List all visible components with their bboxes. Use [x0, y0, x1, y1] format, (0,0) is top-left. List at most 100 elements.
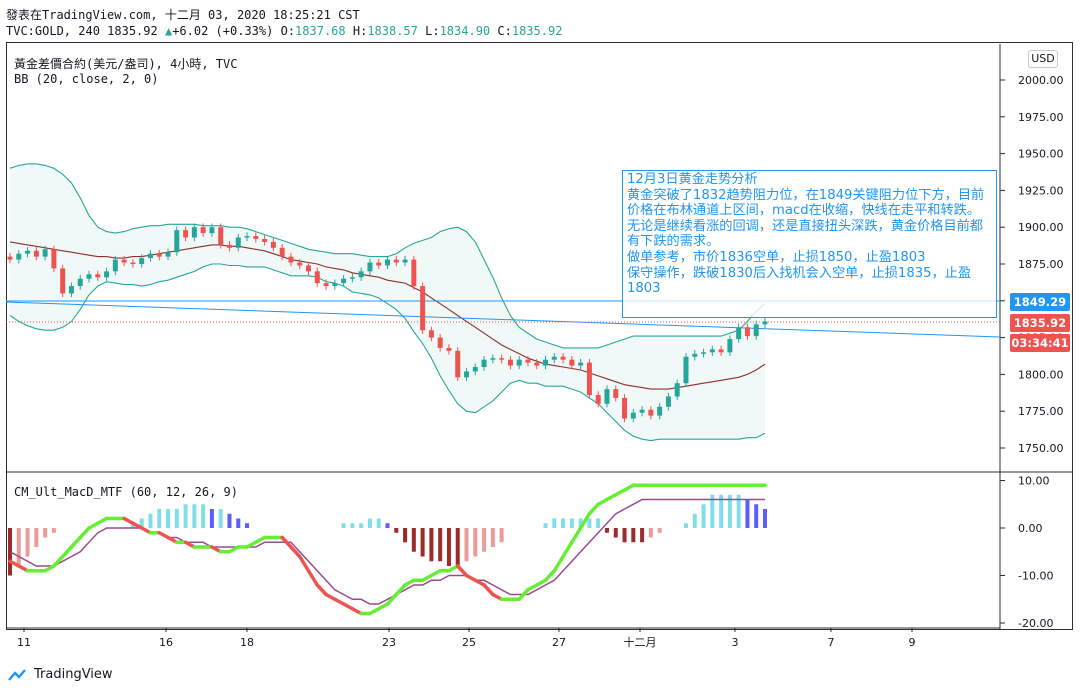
candle-body — [613, 389, 619, 398]
macd-histogram-bar — [763, 509, 767, 528]
macd-histogram-bar — [482, 528, 487, 552]
close-label: C: — [497, 24, 512, 38]
macd-histogram-bar — [745, 499, 750, 528]
macd-histogram-bar — [464, 528, 469, 562]
candle-body — [569, 359, 575, 366]
macd-line-segment — [455, 564, 469, 578]
macd-line-segment — [385, 592, 399, 606]
macd-line-segment — [52, 554, 65, 568]
candle-body — [147, 253, 153, 259]
currency-button[interactable]: USD — [1028, 50, 1058, 68]
tradingview-logo-icon — [8, 668, 26, 681]
candle-body — [744, 327, 750, 337]
candle-body — [428, 330, 434, 338]
macd-line-segment — [315, 583, 328, 597]
candle-body — [543, 359, 549, 366]
ohlc-line: TVC:GOLD, 240 1835.92 ▲+6.02 (+0.33%) O:… — [6, 24, 562, 38]
macd-histogram-bar — [25, 528, 30, 557]
candle-body — [25, 250, 31, 254]
candle-body — [490, 358, 496, 360]
price-tick-label: 1875.00 — [1018, 258, 1064, 271]
macd-tick-label: -20.00 — [1018, 617, 1053, 630]
candle-body — [516, 359, 522, 366]
macd-line-segment — [482, 583, 495, 597]
candle-body — [305, 265, 311, 272]
macd-histogram-bar — [631, 528, 636, 543]
candle-body — [297, 262, 303, 266]
candle-body — [560, 356, 566, 360]
candle-body — [701, 352, 707, 354]
macd-pane-title: CM_Ult_MacD_MTF (60, 12, 26, 9) — [14, 485, 238, 499]
candle-body — [683, 356, 689, 384]
candle-body — [244, 236, 250, 238]
annotation-line: 做单参考，市价1836空单，止损1850，止盈1803 — [627, 249, 926, 265]
candle-body — [393, 259, 399, 263]
macd-histogram-bar — [499, 528, 504, 543]
macd-histogram-bar — [438, 528, 443, 562]
tradingview-brand[interactable]: TradingView — [8, 667, 113, 682]
macd-histogram-bar — [350, 523, 355, 528]
macd-histogram-bar — [394, 528, 399, 533]
chart-frame — [6, 42, 1073, 630]
macd-histogram-bar — [218, 509, 223, 528]
macd-histogram-bar — [683, 523, 688, 528]
trendline-descending — [5, 301, 1001, 338]
macd-tick-label: 10.00 — [1018, 475, 1050, 488]
macd-line-segment — [561, 540, 574, 559]
macd-histogram-bar — [473, 528, 478, 557]
macd-histogram-bar — [359, 523, 364, 528]
price-tick-label: 1750.00 — [1018, 442, 1064, 455]
macd-histogram-bar — [587, 518, 592, 528]
price-tick-label: 2000.00 — [1018, 74, 1064, 87]
macd-tick-label: 0.00 — [1018, 522, 1043, 535]
low-value: 1834.90 — [439, 24, 491, 38]
symbol-label: TVC:GOLD, 240 — [6, 24, 100, 38]
candle-body — [639, 409, 645, 413]
candle-body — [121, 259, 127, 263]
macd-histogram-bar — [596, 518, 601, 528]
macd-histogram-bar — [341, 523, 346, 528]
brand-label: TradingView — [34, 667, 113, 682]
candle-body — [209, 227, 215, 234]
candle-body — [314, 271, 320, 284]
macd-histogram-bar — [385, 523, 390, 528]
macd-histogram-bar — [403, 528, 408, 543]
candle-body — [481, 359, 487, 368]
macd-histogram-bar — [367, 518, 372, 528]
candle-body — [718, 349, 724, 353]
macd-histogram-bar — [754, 504, 759, 528]
countdown-tag: 03:34:41 — [1010, 334, 1070, 352]
candle-body — [674, 383, 680, 397]
candle-body — [68, 286, 74, 294]
candle-body — [507, 359, 513, 366]
annotation-line: 12月3日黄金走势分析 — [627, 172, 758, 187]
macd-line-segment — [289, 545, 302, 559]
published-line: 發表在TradingView.com, 十二月 03, 2020 18:25:2… — [6, 8, 360, 22]
candle-body — [709, 349, 715, 353]
candle-body — [349, 277, 355, 279]
macd-histogram-bar — [130, 523, 135, 528]
last-price: 1835.92 — [107, 24, 158, 38]
candle-body — [736, 327, 742, 340]
high-value: 1838.57 — [367, 24, 418, 38]
macd-histogram-bar — [51, 528, 56, 533]
candle-body — [622, 397, 628, 419]
candle-body — [358, 271, 364, 278]
macd-histogram-bar — [648, 528, 653, 538]
candle-body — [42, 249, 48, 257]
macd-histogram-bar — [455, 528, 460, 566]
macd-histogram-bar — [710, 494, 715, 528]
candle-body — [16, 253, 22, 260]
candle-body — [586, 362, 592, 396]
candle-body — [270, 241, 276, 248]
macd-histogram-bar — [446, 528, 451, 566]
macd-histogram-bar — [719, 494, 724, 528]
candle-body — [104, 271, 110, 278]
macd-line-segment — [69, 535, 82, 549]
analysis-annotation[interactable]: 12月3日黄金走势分析 黄金突破了1832趋势阻力位，在1849关键阻力位下方，… — [622, 170, 997, 318]
macd-histogram-bar — [578, 518, 583, 528]
candle-body — [174, 230, 180, 253]
price-tick-label: 1900.00 — [1018, 221, 1064, 234]
candle-body — [130, 262, 136, 265]
